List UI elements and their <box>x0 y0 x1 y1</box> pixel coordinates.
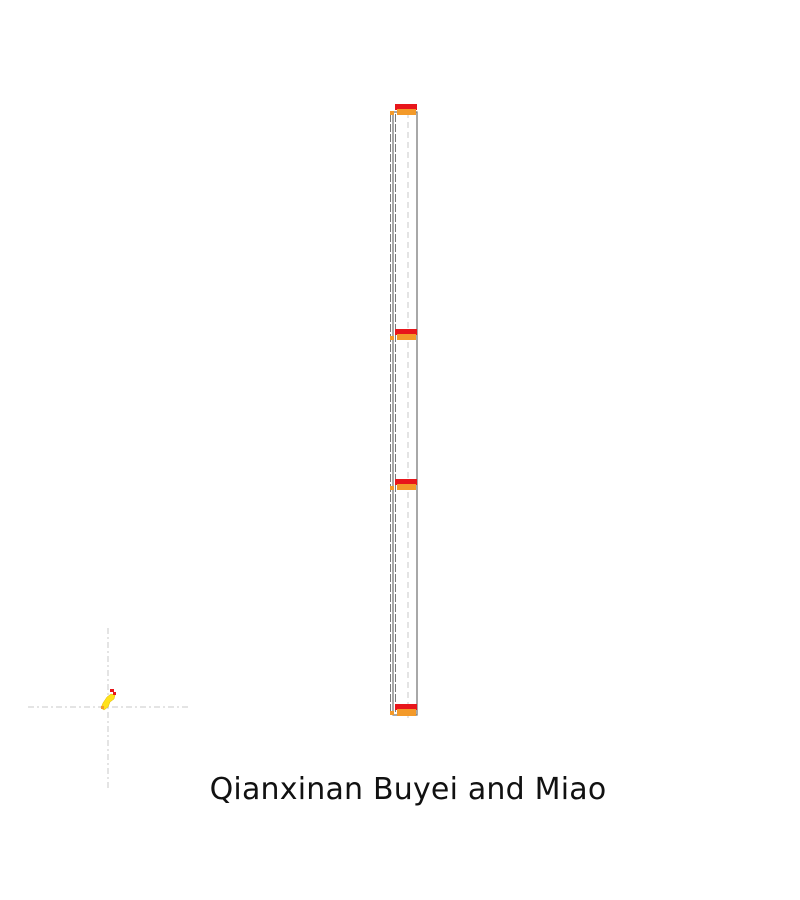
locator-marker-icon <box>100 689 116 711</box>
segment-marker-icon <box>390 329 417 340</box>
region-strip <box>390 111 418 722</box>
locator-inset <box>28 628 188 788</box>
segment-marker-icon <box>390 104 417 115</box>
segment-marker-icon <box>390 704 417 716</box>
segment-marker-icon <box>390 479 417 490</box>
map-title: Qianxinan Buyei and Miao <box>209 772 607 807</box>
strip-outline <box>392 111 418 716</box>
segment-markers <box>390 104 417 716</box>
